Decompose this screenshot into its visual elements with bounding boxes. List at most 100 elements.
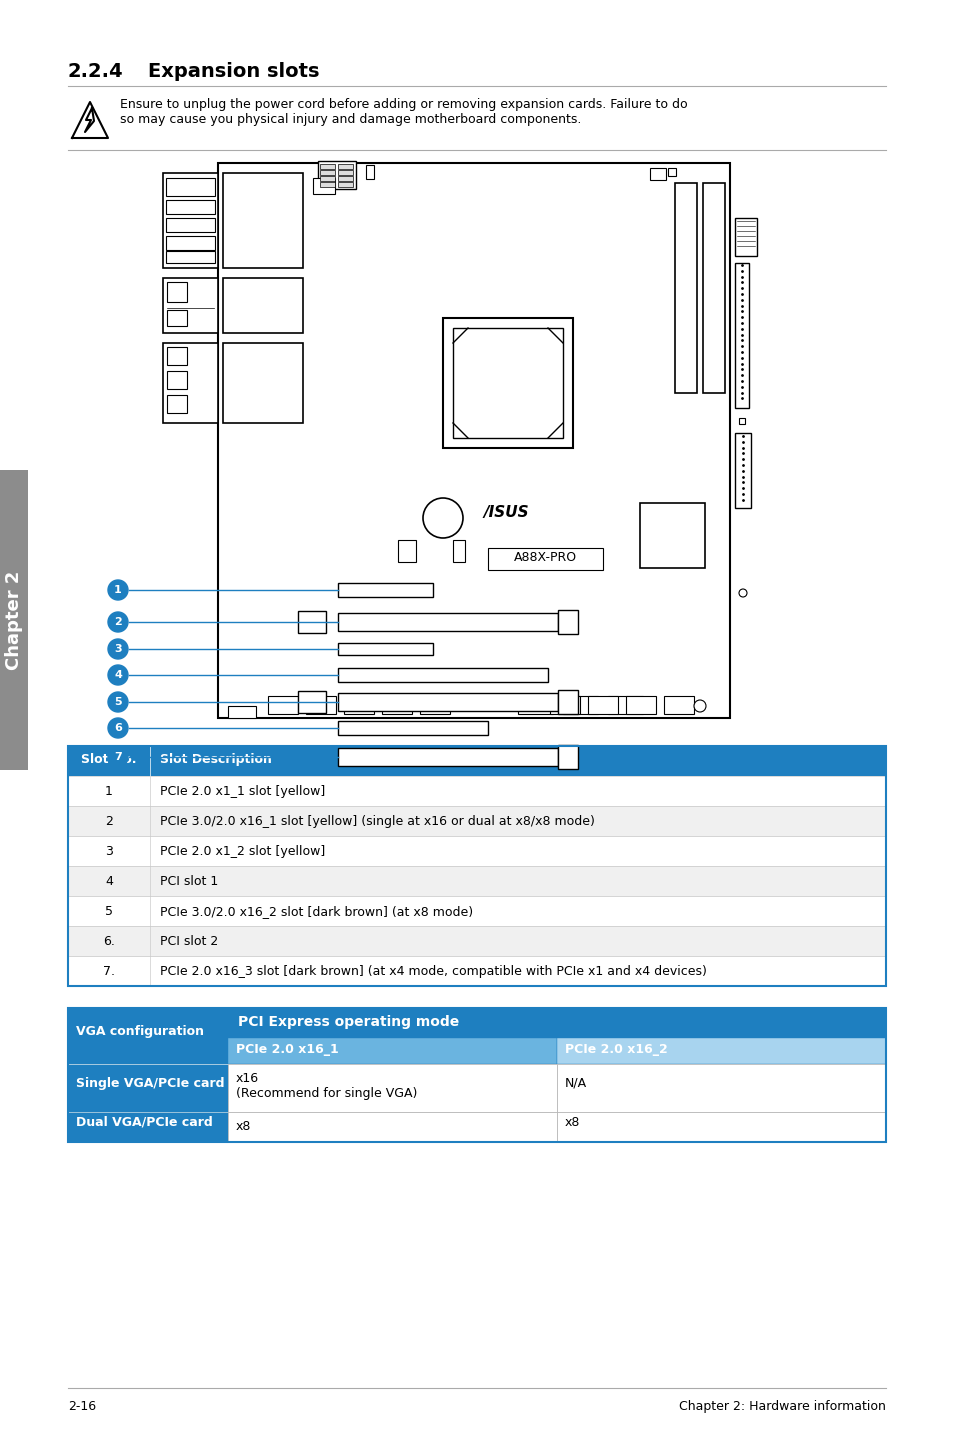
- Text: PCIe 2.0 x16_2: PCIe 2.0 x16_2: [564, 1043, 667, 1055]
- Bar: [397, 541, 416, 562]
- Bar: [337, 613, 558, 631]
- Bar: [68, 1112, 228, 1142]
- Text: 6: 6: [114, 723, 122, 733]
- Text: N/A: N/A: [564, 1077, 586, 1090]
- Text: 1: 1: [105, 785, 112, 798]
- Text: 3: 3: [114, 644, 122, 654]
- Bar: [381, 696, 412, 715]
- Circle shape: [108, 580, 128, 600]
- Bar: [319, 175, 335, 181]
- Text: Dual VGA/PCIe card: Dual VGA/PCIe card: [76, 1116, 213, 1129]
- Circle shape: [108, 638, 128, 659]
- Bar: [68, 956, 885, 986]
- Bar: [702, 183, 724, 393]
- Bar: [167, 395, 187, 413]
- Bar: [313, 178, 335, 194]
- Text: x16
(Recommend for single VGA): x16 (Recommend for single VGA): [235, 1071, 417, 1100]
- Bar: [68, 777, 885, 807]
- Polygon shape: [71, 102, 108, 138]
- Bar: [488, 548, 602, 569]
- Text: Expansion slots: Expansion slots: [148, 62, 319, 81]
- Circle shape: [108, 746, 128, 766]
- Bar: [337, 183, 353, 187]
- Bar: [663, 696, 693, 715]
- Circle shape: [108, 664, 128, 684]
- Text: PCIe 2.0 x16_3 slot [dark brown] (at x4 mode, compatible with PCIe x1 and x4 dev: PCIe 2.0 x16_3 slot [dark brown] (at x4 …: [160, 965, 706, 978]
- Bar: [557, 1064, 885, 1112]
- Bar: [223, 173, 303, 267]
- Circle shape: [422, 498, 462, 538]
- Bar: [337, 175, 353, 181]
- Circle shape: [108, 718, 128, 738]
- Bar: [558, 745, 578, 769]
- Text: 4: 4: [105, 874, 112, 889]
- Text: 1: 1: [114, 585, 122, 595]
- Bar: [675, 183, 697, 393]
- Bar: [317, 161, 355, 188]
- Bar: [453, 328, 562, 439]
- Bar: [739, 418, 744, 424]
- Circle shape: [693, 700, 705, 712]
- Bar: [166, 252, 214, 263]
- Bar: [337, 669, 547, 682]
- Text: PCI Express operating mode: PCI Express operating mode: [237, 1015, 458, 1030]
- Text: x8: x8: [564, 1116, 579, 1129]
- Text: 2: 2: [114, 617, 122, 627]
- Bar: [442, 318, 573, 449]
- Text: PCIe 2.0 x1_2 slot [yellow]: PCIe 2.0 x1_2 slot [yellow]: [160, 846, 325, 858]
- Bar: [228, 706, 255, 718]
- Text: 6.: 6.: [103, 935, 114, 948]
- Text: x8: x8: [235, 1120, 251, 1133]
- Bar: [223, 278, 303, 334]
- Bar: [228, 1112, 557, 1142]
- Text: PCIe 3.0/2.0 x16_2 slot [dark brown] (at x8 mode): PCIe 3.0/2.0 x16_2 slot [dark brown] (at…: [160, 905, 473, 917]
- Bar: [68, 835, 885, 866]
- Bar: [0, 470, 28, 769]
- Text: Chapter 2: Chapter 2: [5, 571, 23, 670]
- Text: Slot Description: Slot Description: [160, 754, 272, 766]
- Circle shape: [108, 692, 128, 712]
- Bar: [734, 263, 748, 408]
- Text: 2-16: 2-16: [68, 1401, 96, 1414]
- Text: 2.2.4: 2.2.4: [68, 62, 124, 81]
- Text: 4: 4: [114, 670, 122, 680]
- Text: 3: 3: [105, 846, 112, 858]
- Bar: [366, 165, 374, 178]
- Bar: [268, 696, 297, 715]
- Bar: [68, 1064, 228, 1112]
- Bar: [319, 183, 335, 187]
- Bar: [167, 347, 187, 365]
- Text: VGA configuration: VGA configuration: [76, 1024, 204, 1037]
- Bar: [319, 170, 335, 175]
- Bar: [68, 1008, 228, 1064]
- Bar: [639, 503, 704, 568]
- Bar: [419, 696, 450, 715]
- Bar: [319, 164, 335, 170]
- Bar: [218, 162, 729, 718]
- Text: 5: 5: [105, 905, 112, 917]
- Bar: [167, 371, 187, 390]
- Bar: [558, 610, 578, 634]
- Text: /ISUS: /ISUS: [482, 505, 528, 519]
- Text: Single VGA/PCIe card: Single VGA/PCIe card: [76, 1077, 224, 1090]
- Bar: [649, 168, 665, 180]
- Text: PCI slot 1: PCI slot 1: [160, 874, 218, 889]
- Bar: [166, 178, 214, 196]
- Text: PCIe 2.0 x1_1 slot [yellow]: PCIe 2.0 x1_1 slot [yellow]: [160, 785, 325, 798]
- Bar: [344, 696, 374, 715]
- Bar: [337, 582, 433, 597]
- Bar: [68, 746, 885, 986]
- Bar: [166, 236, 214, 250]
- Bar: [517, 696, 553, 715]
- Bar: [223, 344, 303, 423]
- Bar: [228, 1008, 885, 1038]
- Bar: [167, 282, 187, 302]
- Bar: [68, 866, 885, 896]
- Text: 7: 7: [114, 752, 122, 762]
- Text: A88X-PRO: A88X-PRO: [513, 551, 576, 564]
- Text: PCIe 2.0 x16_1: PCIe 2.0 x16_1: [235, 1043, 338, 1055]
- Text: Ensure to unplug the power cord before adding or removing expansion cards. Failu: Ensure to unplug the power cord before a…: [120, 98, 687, 127]
- Bar: [166, 219, 214, 232]
- Bar: [734, 433, 750, 508]
- Bar: [337, 170, 353, 175]
